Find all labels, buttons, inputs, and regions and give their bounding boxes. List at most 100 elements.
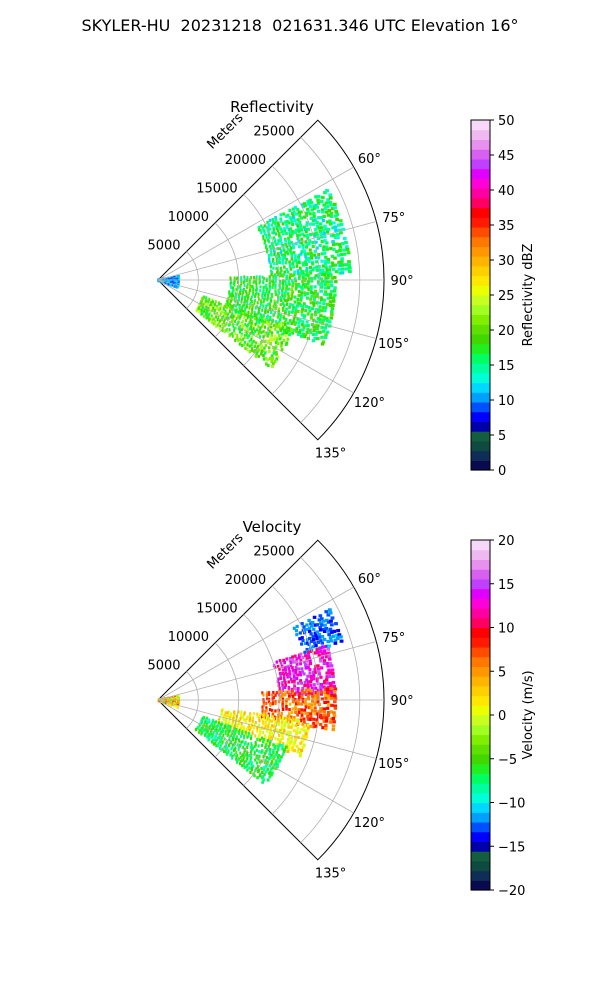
- echo-cell: [224, 311, 227, 315]
- echo-cell: [291, 697, 295, 701]
- echo-cell: [331, 296, 336, 300]
- echo-cell: [304, 230, 308, 234]
- echo-cell: [258, 281, 261, 285]
- echo-cell: [307, 259, 311, 263]
- echo-cell: [262, 329, 265, 333]
- echo-cell: [325, 671, 329, 675]
- azimuth-tick-label: 135°: [315, 447, 346, 462]
- echo-cell: [336, 236, 340, 240]
- echo-cell: [314, 195, 318, 199]
- echo-cell: [221, 722, 224, 726]
- echo-cell: [308, 629, 312, 634]
- echo-cell: [309, 271, 313, 275]
- echo-cell: [328, 681, 333, 686]
- echo-cell: [313, 709, 318, 714]
- echo-cell: [207, 738, 210, 742]
- echo-cell: [242, 755, 245, 759]
- echo-cell: [334, 633, 339, 637]
- echo-cell: [333, 225, 338, 229]
- echo-cell: [322, 707, 327, 711]
- echo-cell: [238, 744, 241, 748]
- echo-cell: [272, 749, 275, 753]
- echo-cell: [328, 300, 333, 304]
- echo-cell: [338, 248, 342, 253]
- echo-cell: [230, 319, 233, 323]
- echo-cell: [324, 255, 328, 259]
- echo-cell: [336, 629, 341, 633]
- echo-cell: [325, 706, 330, 710]
- echo-cell: [298, 214, 302, 218]
- echo-cell: [289, 246, 293, 250]
- echo-cell: [233, 753, 236, 757]
- echo-cell: [246, 757, 249, 761]
- echo-cell: [258, 774, 262, 778]
- echo-cell: [327, 268, 332, 272]
- echo-cell: [277, 221, 280, 225]
- echo-cell: [328, 662, 333, 666]
- echo-cell: [260, 317, 264, 321]
- echo-cell: [309, 297, 313, 301]
- echo-cell: [282, 676, 286, 680]
- echo-cell: [310, 691, 314, 695]
- echo-cell: [314, 670, 318, 674]
- echo-cell: [321, 306, 326, 310]
- echo-cell: [296, 271, 300, 276]
- echo-cell: [309, 639, 314, 644]
- echo-cell: [331, 243, 336, 247]
- echo-cell: [277, 312, 280, 316]
- echo-cell: [331, 221, 336, 225]
- echo-cell: [326, 258, 331, 262]
- echo-cell: [250, 348, 254, 352]
- echo-cell: [284, 680, 287, 685]
- echo-cell: [250, 763, 253, 767]
- echo-cell: [305, 678, 309, 682]
- echo-cell: [252, 764, 255, 768]
- echo-cell: [242, 337, 245, 341]
- echo-cell: [268, 337, 272, 342]
- echo-cell: [281, 702, 284, 707]
- echo-cell: [291, 748, 294, 752]
- echo-cell: [283, 311, 287, 315]
- echo-cell: [262, 276, 266, 281]
- echo-cell: [253, 750, 256, 754]
- echo-cell: [297, 710, 301, 715]
- echo-cell: [283, 291, 287, 296]
- echo-cell: [306, 723, 310, 727]
- echo-cell: [218, 326, 221, 331]
- echo-cell: [258, 328, 261, 332]
- echo-cell: [243, 316, 246, 320]
- echo-cell: [335, 212, 340, 216]
- echo-cell: [272, 277, 275, 281]
- echo-cell: [299, 293, 303, 298]
- echo-cell: [281, 258, 284, 262]
- echo-cell: [300, 739, 304, 744]
- echo-cell: [275, 750, 279, 755]
- echo-cell: [321, 228, 326, 232]
- echo-cell: [230, 733, 233, 737]
- echo-cell: [231, 743, 234, 747]
- echo-cell: [303, 203, 307, 208]
- echo-cell: [281, 668, 285, 672]
- figure-title: SKYLER-HU 20231218 021631.346 UTC Elevat…: [81, 16, 519, 35]
- colorbar-segment: [471, 880, 490, 891]
- echo-cell: [303, 227, 308, 232]
- echo-cell: [257, 343, 261, 347]
- echo-cell: [331, 299, 336, 303]
- echo-cell: [272, 690, 275, 695]
- echo-cell: [255, 319, 258, 323]
- echo-cell: [255, 313, 258, 317]
- echo-cell: [313, 336, 317, 340]
- echo-cell: [253, 301, 256, 305]
- echo-cell: [277, 224, 280, 228]
- echo-cell: [238, 304, 241, 309]
- echo-cell: [262, 317, 266, 321]
- echo-cell: [326, 198, 330, 202]
- echo-cell: [285, 672, 289, 677]
- echo-cell: [298, 233, 302, 237]
- echo-cell: [335, 217, 340, 222]
- echo-cell: [306, 279, 311, 283]
- echo-cell: [233, 276, 236, 280]
- azimuth-line: [157, 279, 354, 394]
- echo-cell: [270, 331, 274, 335]
- echo-cell: [279, 296, 283, 300]
